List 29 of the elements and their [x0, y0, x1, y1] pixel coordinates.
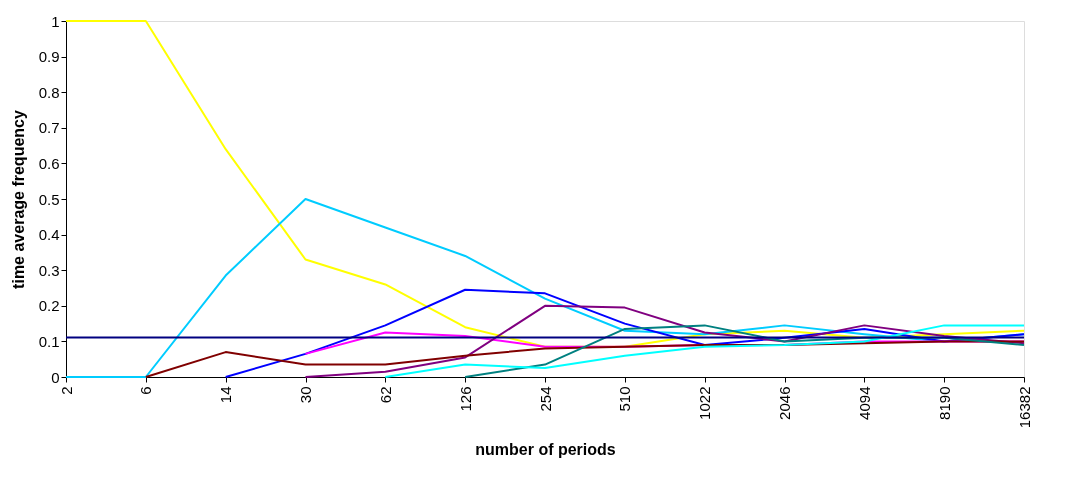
x-tick-label: 62 — [376, 386, 394, 404]
x-tick-label: 14 — [217, 386, 235, 404]
y-tick-label: 0.8 — [38, 83, 60, 101]
y-tick-label: 0.3 — [38, 261, 60, 279]
y-tick-label: 0.9 — [38, 48, 60, 66]
y-tick-label: 0.6 — [38, 154, 60, 172]
y-tick-label: 0.5 — [38, 190, 60, 208]
y-tick-label: 0.1 — [38, 332, 60, 350]
x-tick-label: 30 — [297, 386, 314, 404]
x-tick-label: 1022 — [696, 386, 714, 420]
y-tick-label: 0.2 — [38, 297, 60, 315]
x-tick-label: 6 — [137, 386, 155, 395]
x-tick-label: 126 — [456, 386, 474, 412]
y-tick-label: 0.4 — [38, 226, 60, 244]
y-tick-label: 1 — [51, 12, 60, 30]
line-series — [144, 340, 1025, 378]
line-series — [224, 288, 1025, 378]
x-tick-label: 254 — [536, 386, 554, 412]
x-tick-label: 2046 — [776, 386, 793, 420]
y-tick-label: 0 — [51, 368, 60, 386]
x-tick-label: 4094 — [855, 386, 873, 420]
x-axis-title: number of periods — [475, 441, 616, 459]
x-tick-label: 16382 — [1015, 386, 1033, 429]
x-tick-label: 510 — [616, 386, 634, 412]
y-tick-label: 0.7 — [38, 119, 60, 137]
line-series — [304, 304, 1025, 378]
x-tick-label: 8190 — [935, 386, 953, 420]
y-axis-title: time average frequency — [9, 110, 27, 289]
x-tick-label: 2 — [57, 386, 75, 395]
